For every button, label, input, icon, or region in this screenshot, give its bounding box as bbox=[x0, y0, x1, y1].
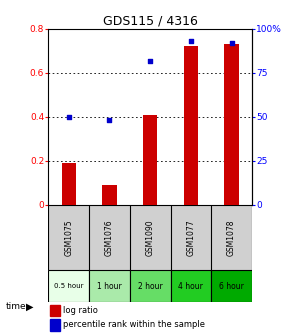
Text: percentile rank within the sample: percentile rank within the sample bbox=[63, 320, 205, 329]
Bar bbox=[50, 304, 59, 316]
Point bbox=[107, 117, 112, 123]
Text: GSM1075: GSM1075 bbox=[64, 219, 73, 256]
Text: GSM1076: GSM1076 bbox=[105, 219, 114, 256]
Bar bbox=[102, 185, 117, 205]
Text: ▶: ▶ bbox=[26, 301, 33, 311]
Text: 0.5 hour: 0.5 hour bbox=[54, 283, 84, 289]
Text: time: time bbox=[6, 302, 26, 311]
Bar bbox=[143, 115, 157, 205]
Title: GDS115 / 4316: GDS115 / 4316 bbox=[103, 14, 197, 28]
Text: 2 hour: 2 hour bbox=[138, 282, 163, 291]
Text: GSM1077: GSM1077 bbox=[186, 219, 195, 256]
Point bbox=[148, 58, 153, 63]
Bar bbox=[184, 46, 198, 205]
Bar bbox=[50, 319, 59, 331]
Text: GSM1090: GSM1090 bbox=[146, 219, 155, 256]
Text: 4 hour: 4 hour bbox=[178, 282, 203, 291]
Bar bbox=[62, 163, 76, 205]
Text: log ratio: log ratio bbox=[63, 306, 98, 315]
Point bbox=[229, 40, 234, 46]
Text: GSM1078: GSM1078 bbox=[227, 219, 236, 256]
Bar bbox=[224, 44, 239, 205]
Bar bbox=[48, 270, 89, 302]
Bar bbox=[130, 270, 171, 302]
Bar bbox=[211, 270, 252, 302]
Point bbox=[189, 38, 193, 43]
Text: 1 hour: 1 hour bbox=[97, 282, 122, 291]
Bar bbox=[89, 270, 130, 302]
Text: 6 hour: 6 hour bbox=[219, 282, 244, 291]
Point bbox=[66, 114, 71, 120]
Bar bbox=[171, 270, 211, 302]
